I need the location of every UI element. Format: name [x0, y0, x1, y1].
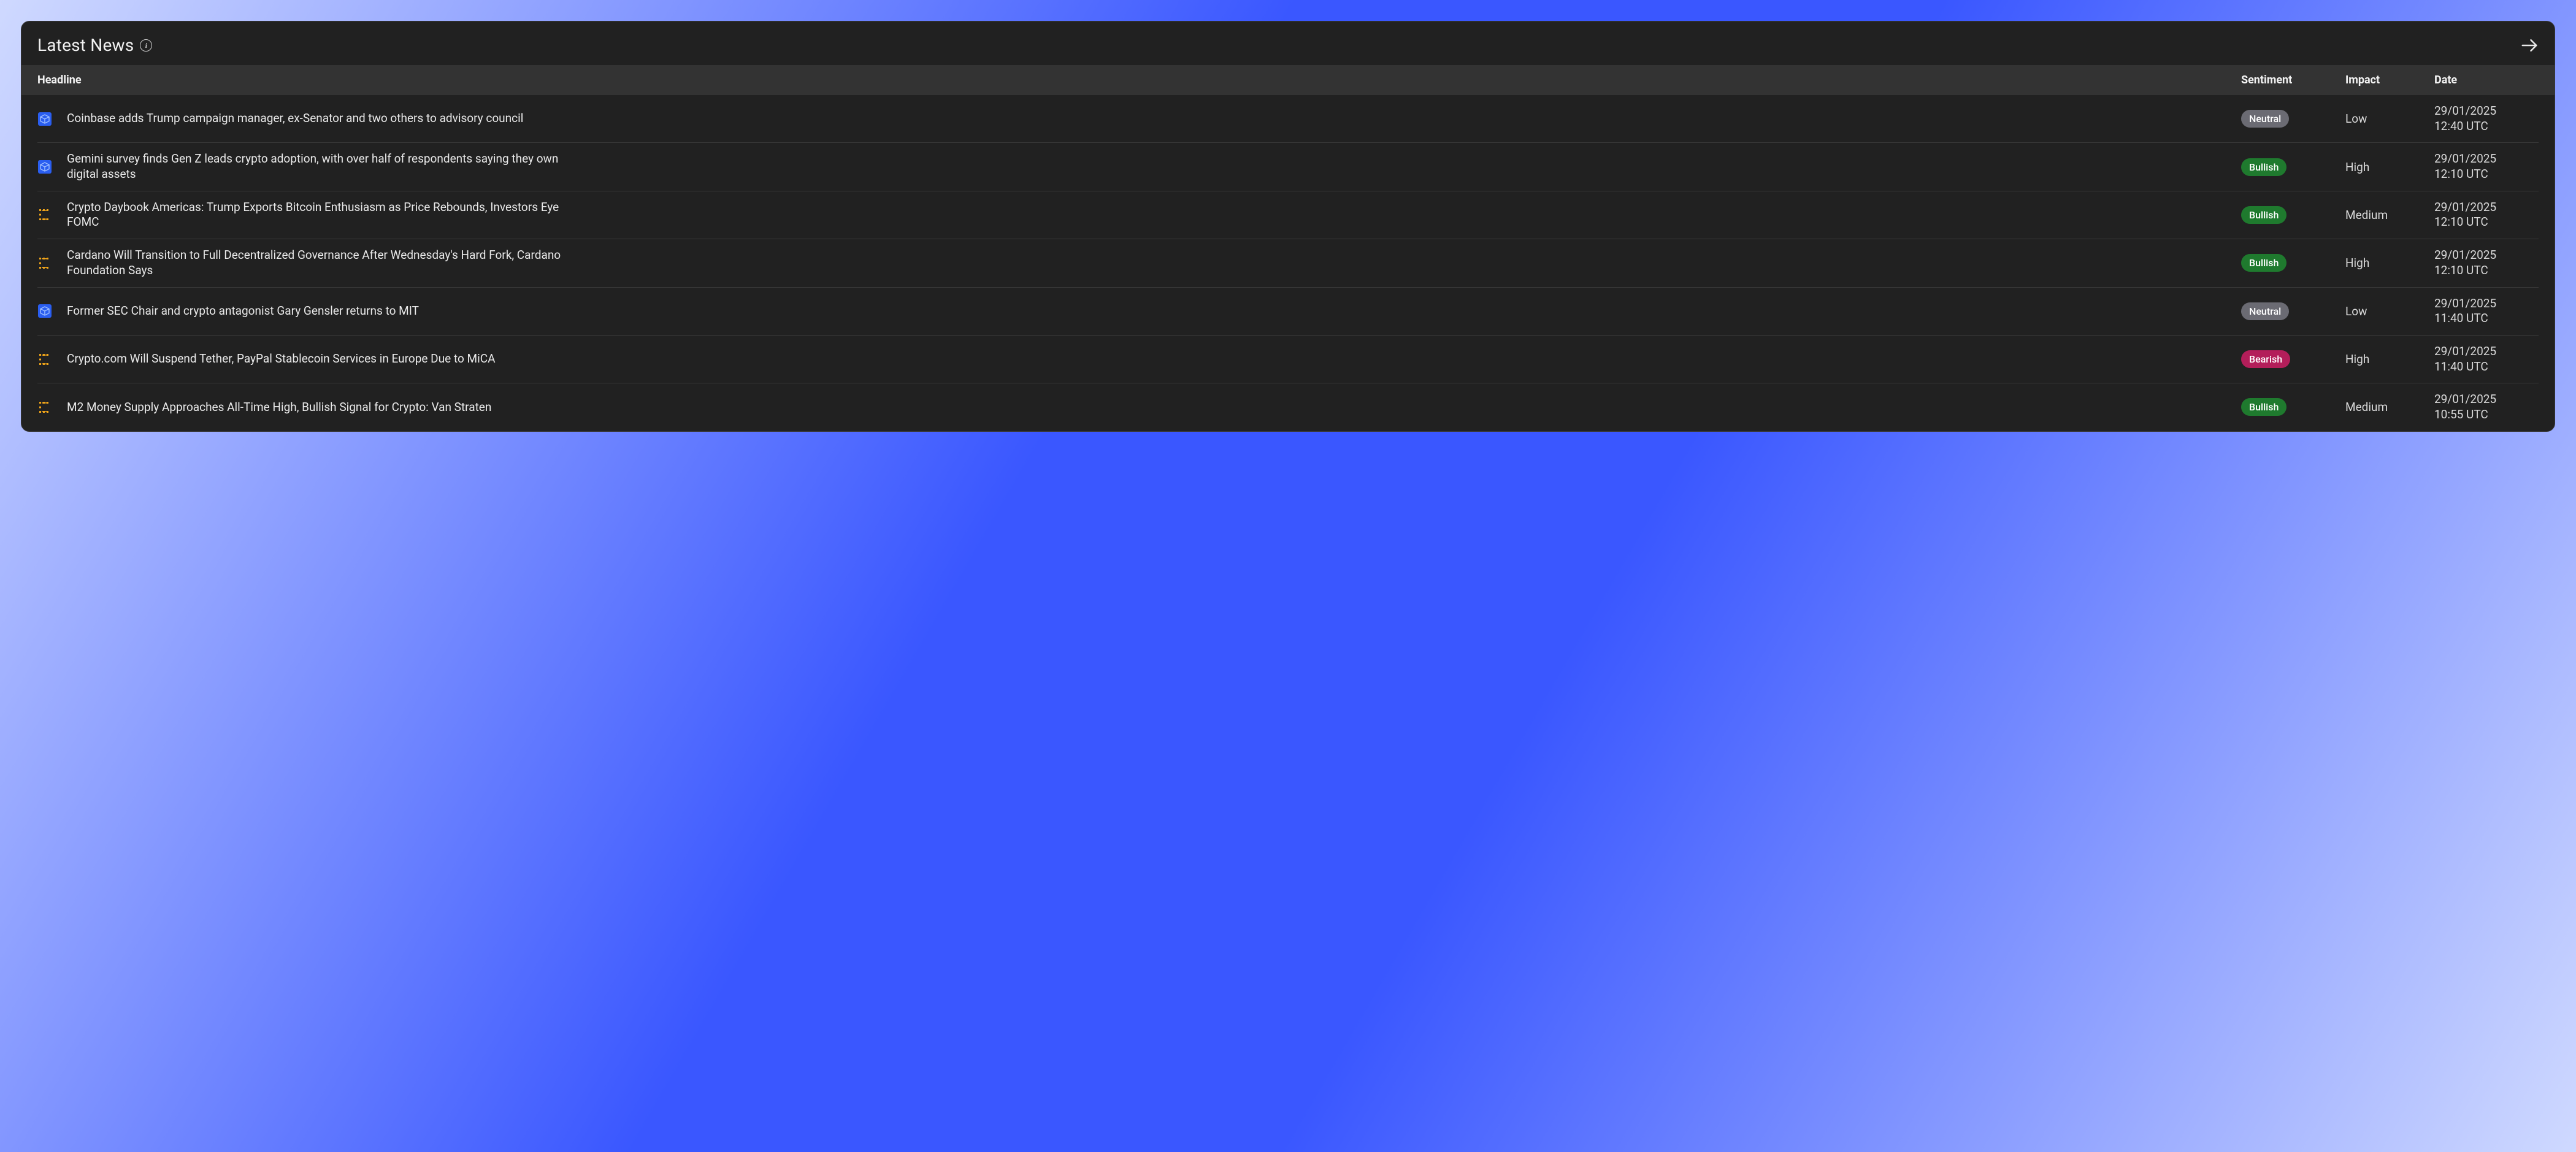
news-table: Headline Sentiment Impact Date Coinbase … — [21, 65, 2555, 431]
date-cell: 29/01/202512:40 UTC — [2434, 104, 2539, 134]
table-row[interactable]: Crypto Daybook Americas: Trump Exports B… — [37, 191, 2539, 239]
col-sentiment: Sentiment — [2241, 74, 2345, 86]
headline-text: Crypto Daybook Americas: Trump Exports B… — [67, 200, 570, 230]
sentiment-cell: Bullish — [2241, 206, 2345, 224]
col-headline: Headline — [37, 74, 2241, 86]
headline-cell: M2 Money Supply Approaches All-Time High… — [37, 400, 2241, 415]
sentiment-badge: Bullish — [2241, 158, 2287, 176]
table-row[interactable]: Coinbase adds Trump campaign manager, ex… — [37, 95, 2539, 143]
table-row[interactable]: M2 Money Supply Approaches All-Time High… — [37, 383, 2539, 431]
table-row[interactable]: Former SEC Chair and crypto antagonist G… — [37, 288, 2539, 336]
info-icon[interactable]: i — [140, 39, 152, 52]
sentiment-cell: Bullish — [2241, 158, 2345, 176]
block-source-icon — [37, 112, 52, 126]
date-cell: 29/01/202512:10 UTC — [2434, 248, 2539, 278]
panel-header: Latest News i — [21, 35, 2555, 65]
coindesk-source-icon — [37, 400, 52, 415]
coindesk-source-icon — [37, 207, 52, 222]
date-cell: 29/01/202511:40 UTC — [2434, 344, 2539, 374]
headline-text: Crypto.com Will Suspend Tether, PayPal S… — [67, 351, 495, 367]
news-panel: Latest News i Headline Sentiment Impact … — [21, 21, 2555, 432]
sentiment-cell: Bullish — [2241, 254, 2345, 272]
table-row[interactable]: Crypto.com Will Suspend Tether, PayPal S… — [37, 336, 2539, 383]
panel-title: Latest News — [37, 35, 134, 55]
table-header-row: Headline Sentiment Impact Date — [21, 65, 2555, 95]
headline-text: Gemini survey finds Gen Z leads crypto a… — [67, 152, 570, 182]
impact-cell: Low — [2345, 112, 2434, 126]
sentiment-badge: Neutral — [2241, 302, 2289, 320]
table-row[interactable]: Gemini survey finds Gen Z leads crypto a… — [37, 143, 2539, 191]
sentiment-cell: Bearish — [2241, 350, 2345, 368]
block-source-icon — [37, 304, 52, 318]
sentiment-badge: Bullish — [2241, 398, 2287, 416]
sentiment-badge: Bearish — [2241, 350, 2290, 368]
impact-cell: Low — [2345, 304, 2434, 318]
headline-text: Former SEC Chair and crypto antagonist G… — [67, 304, 419, 319]
impact-cell: Medium — [2345, 208, 2434, 222]
date-cell: 29/01/202512:10 UTC — [2434, 152, 2539, 182]
sentiment-badge: Bullish — [2241, 254, 2287, 272]
table-body: Coinbase adds Trump campaign manager, ex… — [21, 95, 2555, 431]
sentiment-cell: Neutral — [2241, 110, 2345, 128]
col-impact: Impact — [2345, 74, 2434, 86]
sentiment-badge: Bullish — [2241, 206, 2287, 224]
headline-cell: Coinbase adds Trump campaign manager, ex… — [37, 111, 2241, 126]
block-source-icon — [37, 159, 52, 174]
col-date: Date — [2434, 74, 2539, 86]
headline-cell: Cardano Will Transition to Full Decentra… — [37, 248, 2241, 278]
coindesk-source-icon — [37, 352, 52, 367]
coindesk-source-icon — [37, 256, 52, 271]
headline-text: Coinbase adds Trump campaign manager, ex… — [67, 111, 523, 126]
headline-text: Cardano Will Transition to Full Decentra… — [67, 248, 570, 278]
title-wrap: Latest News i — [37, 35, 152, 55]
sentiment-badge: Neutral — [2241, 110, 2289, 128]
headline-cell: Former SEC Chair and crypto antagonist G… — [37, 304, 2241, 319]
headline-text: M2 Money Supply Approaches All-Time High… — [67, 400, 491, 415]
arrow-right-button[interactable] — [2520, 36, 2539, 55]
date-cell: 29/01/202511:40 UTC — [2434, 296, 2539, 326]
headline-cell: Crypto.com Will Suspend Tether, PayPal S… — [37, 351, 2241, 367]
impact-cell: Medium — [2345, 400, 2434, 414]
impact-cell: High — [2345, 352, 2434, 366]
date-cell: 29/01/202512:10 UTC — [2434, 200, 2539, 230]
impact-cell: High — [2345, 160, 2434, 174]
headline-cell: Crypto Daybook Americas: Trump Exports B… — [37, 200, 2241, 230]
date-cell: 29/01/202510:55 UTC — [2434, 392, 2539, 422]
table-row[interactable]: Cardano Will Transition to Full Decentra… — [37, 239, 2539, 287]
impact-cell: High — [2345, 256, 2434, 270]
sentiment-cell: Bullish — [2241, 398, 2345, 416]
sentiment-cell: Neutral — [2241, 302, 2345, 320]
headline-cell: Gemini survey finds Gen Z leads crypto a… — [37, 152, 2241, 182]
